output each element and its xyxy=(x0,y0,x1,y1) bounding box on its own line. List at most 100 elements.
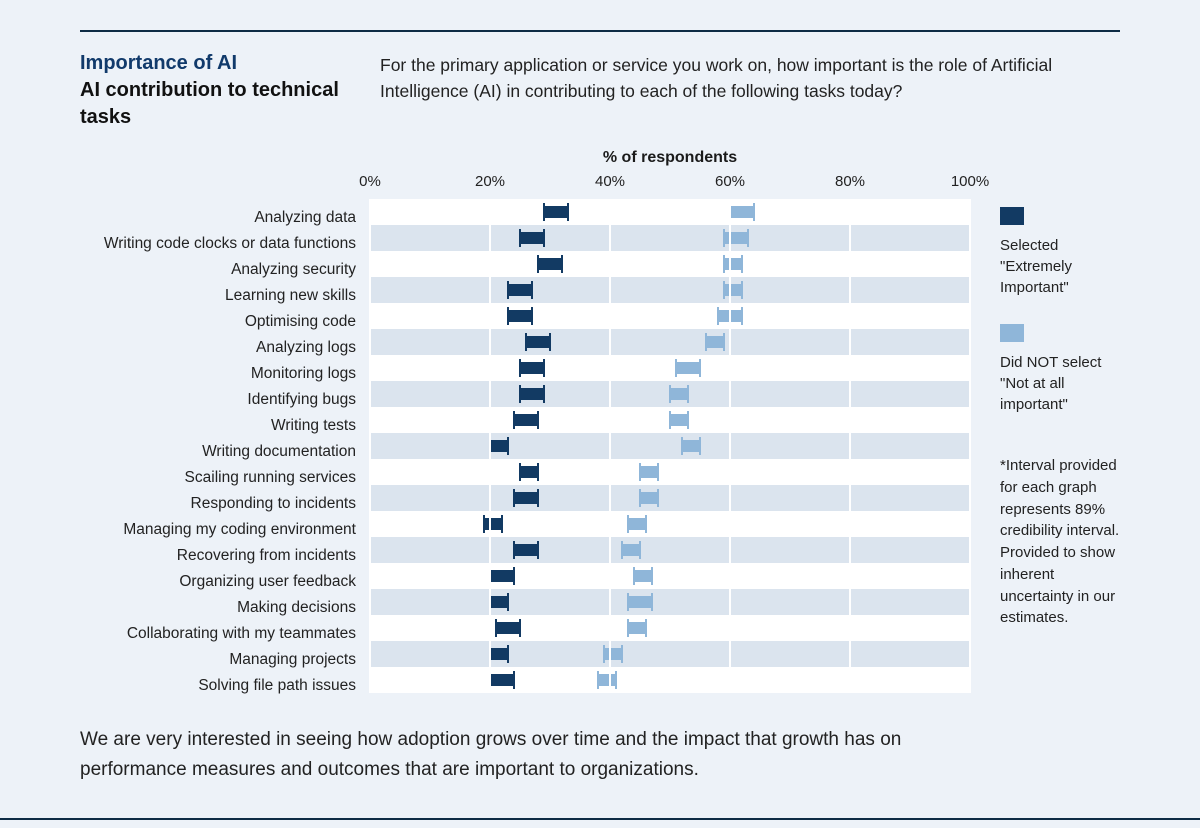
legend: Selected "Extremely Important" Did NOT s… xyxy=(970,149,1120,629)
interval-marker xyxy=(520,232,544,244)
chart: Analyzing dataWriting code clocks or dat… xyxy=(80,149,1120,699)
legend-dark-swatch xyxy=(1000,207,1024,225)
row-label: Solving file path issues xyxy=(80,673,370,699)
chart-row xyxy=(370,511,970,537)
survey-question: For the primary application or service y… xyxy=(380,50,1120,131)
legend-light-label: Did NOT select "Not at all important" xyxy=(1000,352,1120,415)
row-label: Optimising code xyxy=(80,309,370,335)
chart-row xyxy=(370,407,970,433)
interval-marker xyxy=(730,206,754,218)
chart-row xyxy=(370,251,970,277)
chart-row xyxy=(370,303,970,329)
legend-footnote: *Interval provided for each graph repres… xyxy=(1000,455,1120,629)
interval-marker xyxy=(490,648,508,660)
chart-row xyxy=(370,381,970,407)
row-label: Organizing user feedback xyxy=(80,569,370,595)
plot-area xyxy=(370,199,970,693)
x-tick: 0% xyxy=(359,173,381,190)
header: Importance of AI AI contribution to tech… xyxy=(80,50,1120,131)
legend-light: Did NOT select "Not at all important" xyxy=(1000,324,1120,415)
interval-marker xyxy=(514,492,538,504)
chart-row xyxy=(370,485,970,511)
interval-marker xyxy=(706,336,724,348)
row-label: Recovering from incidents xyxy=(80,543,370,569)
x-axis-title: % of respondents xyxy=(370,149,970,167)
chart-row xyxy=(370,563,970,589)
interval-marker xyxy=(604,648,622,660)
legend-dark-label: Selected "Extremely Important" xyxy=(1000,235,1120,298)
interval-marker xyxy=(520,362,544,374)
interval-marker xyxy=(634,570,652,582)
chart-row xyxy=(370,225,970,251)
x-tick: 40% xyxy=(595,173,625,190)
row-label: Writing code clocks or data functions xyxy=(80,231,370,257)
interval-marker xyxy=(514,544,538,556)
row-label: Managing my coding environment xyxy=(80,517,370,543)
x-tick: 80% xyxy=(835,173,865,190)
y-labels: Analyzing dataWriting code clocks or dat… xyxy=(80,149,370,699)
interval-marker xyxy=(490,570,514,582)
interval-marker xyxy=(628,622,646,634)
title-accent: Importance of AI xyxy=(80,50,350,77)
chart-row xyxy=(370,537,970,563)
plot-column: % of respondents 0%20%40%60%80%100% xyxy=(370,149,970,693)
page: Importance of AI AI contribution to tech… xyxy=(0,0,1200,828)
chart-row xyxy=(370,615,970,641)
gridline xyxy=(849,199,851,693)
gridline xyxy=(969,199,971,693)
gridline xyxy=(609,199,611,693)
interval-marker xyxy=(670,414,688,426)
interval-marker xyxy=(490,596,508,608)
interval-marker xyxy=(544,206,568,218)
chart-row xyxy=(370,433,970,459)
interval-marker xyxy=(724,284,742,296)
interval-marker xyxy=(526,336,550,348)
chart-row xyxy=(370,667,970,693)
chart-row xyxy=(370,589,970,615)
gridline xyxy=(369,199,371,693)
interval-marker xyxy=(538,258,562,270)
top-rule xyxy=(80,30,1120,32)
x-tick: 100% xyxy=(951,173,989,190)
interval-marker xyxy=(598,674,616,686)
interval-marker xyxy=(628,596,652,608)
legend-light-swatch xyxy=(1000,324,1024,342)
x-axis-ticks: 0%20%40%60%80%100% xyxy=(370,173,970,199)
interval-marker xyxy=(676,362,700,374)
row-label: Managing projects xyxy=(80,647,370,673)
interval-marker xyxy=(508,284,532,296)
interval-marker xyxy=(628,518,646,530)
row-label: Learning new skills xyxy=(80,283,370,309)
interval-marker xyxy=(724,258,742,270)
chart-row xyxy=(370,277,970,303)
interval-marker xyxy=(622,544,640,556)
interval-marker xyxy=(640,466,658,478)
closing-text: We are very interested in seeing how ado… xyxy=(80,725,1000,786)
interval-marker xyxy=(670,388,688,400)
interval-marker xyxy=(496,622,520,634)
row-label: Writing tests xyxy=(80,413,370,439)
row-label: Identifying bugs xyxy=(80,387,370,413)
interval-marker xyxy=(490,674,514,686)
title-block: Importance of AI AI contribution to tech… xyxy=(80,50,350,131)
row-label: Scailing running services xyxy=(80,465,370,491)
row-label: Writing documentation xyxy=(80,439,370,465)
row-label: Collaborating with my teammates xyxy=(80,621,370,647)
chart-row xyxy=(370,199,970,225)
chart-row xyxy=(370,355,970,381)
row-label: Responding to incidents xyxy=(80,491,370,517)
chart-row xyxy=(370,459,970,485)
gridline xyxy=(489,199,491,693)
interval-marker xyxy=(490,440,508,452)
legend-dark: Selected "Extremely Important" xyxy=(1000,207,1120,298)
x-tick: 20% xyxy=(475,173,505,190)
interval-marker xyxy=(520,466,538,478)
row-label: Analyzing logs xyxy=(80,335,370,361)
interval-marker xyxy=(520,388,544,400)
row-label: Analyzing security xyxy=(80,257,370,283)
gridline xyxy=(729,199,731,693)
interval-marker xyxy=(682,440,700,452)
interval-marker xyxy=(640,492,658,504)
interval-marker xyxy=(514,414,538,426)
bottom-rule xyxy=(0,818,1200,820)
